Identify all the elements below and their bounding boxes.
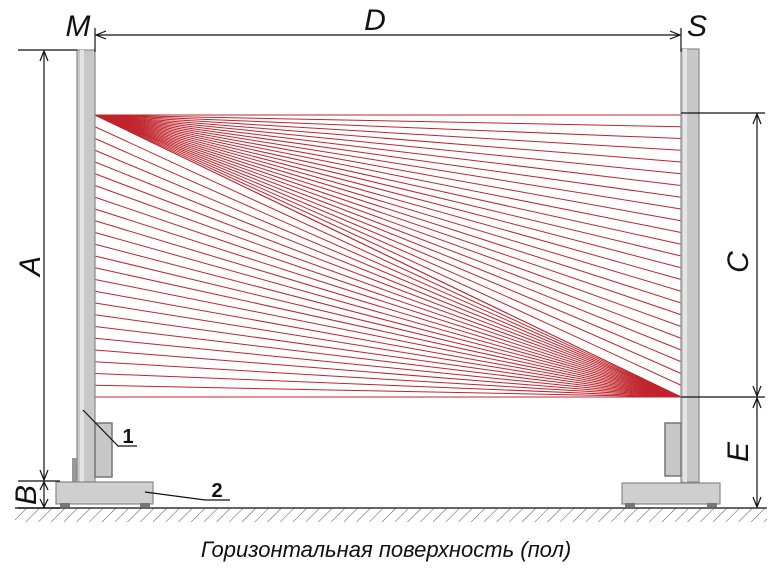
beam-from-top-left (94, 114, 682, 163)
floor-caption: Горизонтальная поверхность (пол) (201, 537, 571, 562)
beam-to-bottom-right (94, 185, 682, 398)
beam-from-top-left (94, 114, 682, 128)
beam-to-bottom-right (94, 255, 682, 398)
beam-from-top-left (94, 114, 682, 175)
beam-to-bottom-right (94, 337, 682, 398)
beam-to-bottom-right (94, 326, 682, 398)
base-left (55, 481, 154, 505)
beam-to-bottom-right (94, 314, 682, 398)
beam-to-bottom-right (94, 196, 682, 398)
beam-to-bottom-right (94, 267, 682, 398)
beam-from-top-left (94, 114, 682, 280)
beam-from-top-left (94, 114, 682, 398)
beam-from-top-left (94, 114, 682, 210)
leader-1 (82, 409, 137, 447)
label-B: B (10, 485, 43, 505)
label-D: D (364, 4, 386, 37)
beam-to-bottom-right (94, 126, 682, 398)
beam-to-bottom-right (94, 302, 682, 398)
callout-2: 2 (211, 480, 222, 502)
beam-from-top-left (94, 114, 682, 339)
beam-to-bottom-right (94, 232, 682, 398)
leader-2 (144, 491, 230, 501)
beam-from-top-left (94, 114, 682, 269)
beam-from-top-left (94, 114, 682, 233)
label-C: C (722, 251, 755, 273)
left-column-M (55, 49, 154, 507)
beam-from-top-left (94, 114, 682, 151)
beam-to-bottom-right (94, 373, 682, 398)
beam-from-top-left (94, 114, 682, 327)
beam-from-top-left (94, 114, 682, 257)
dimension-lines (18, 28, 765, 509)
callout-1: 1 (122, 426, 133, 448)
floor-hatch (15, 508, 767, 522)
beam-to-bottom-right (94, 384, 682, 398)
beam-to-bottom-right (94, 138, 682, 398)
beam-to-bottom-right (94, 279, 682, 398)
beam-to-bottom-right (94, 161, 682, 398)
right-column-S (621, 48, 721, 507)
label-E: E (722, 441, 755, 462)
beam-to-bottom-right (94, 361, 682, 398)
beam-from-top-left (94, 114, 682, 351)
base-right (621, 482, 721, 505)
beam-from-top-left (94, 114, 682, 304)
beam-to-bottom-right (94, 208, 682, 398)
beam-from-top-left (94, 114, 682, 386)
beam-to-bottom-right (94, 149, 682, 398)
beam-to-bottom-right (94, 243, 682, 398)
sensor-box-left (94, 422, 113, 478)
label-A: A (14, 256, 47, 278)
beam-group (94, 114, 682, 398)
beam-from-top-left (94, 114, 682, 245)
label-S: S (687, 10, 707, 43)
beam-from-top-left (94, 114, 682, 292)
beam-from-top-left (94, 114, 682, 198)
beam-from-top-left (94, 114, 682, 139)
beam-from-top-left (94, 114, 682, 222)
beam-to-bottom-right (94, 173, 682, 398)
beam-from-top-left (94, 114, 682, 374)
sensor-box-right (664, 422, 682, 477)
label-M: M (66, 10, 91, 43)
beam-to-bottom-right (94, 349, 682, 398)
beam-to-bottom-right (94, 220, 682, 398)
beam-from-top-left (94, 114, 682, 316)
beam-to-bottom-right (94, 290, 682, 398)
beam-from-top-left (94, 114, 682, 363)
beam-from-top-left (94, 114, 682, 186)
